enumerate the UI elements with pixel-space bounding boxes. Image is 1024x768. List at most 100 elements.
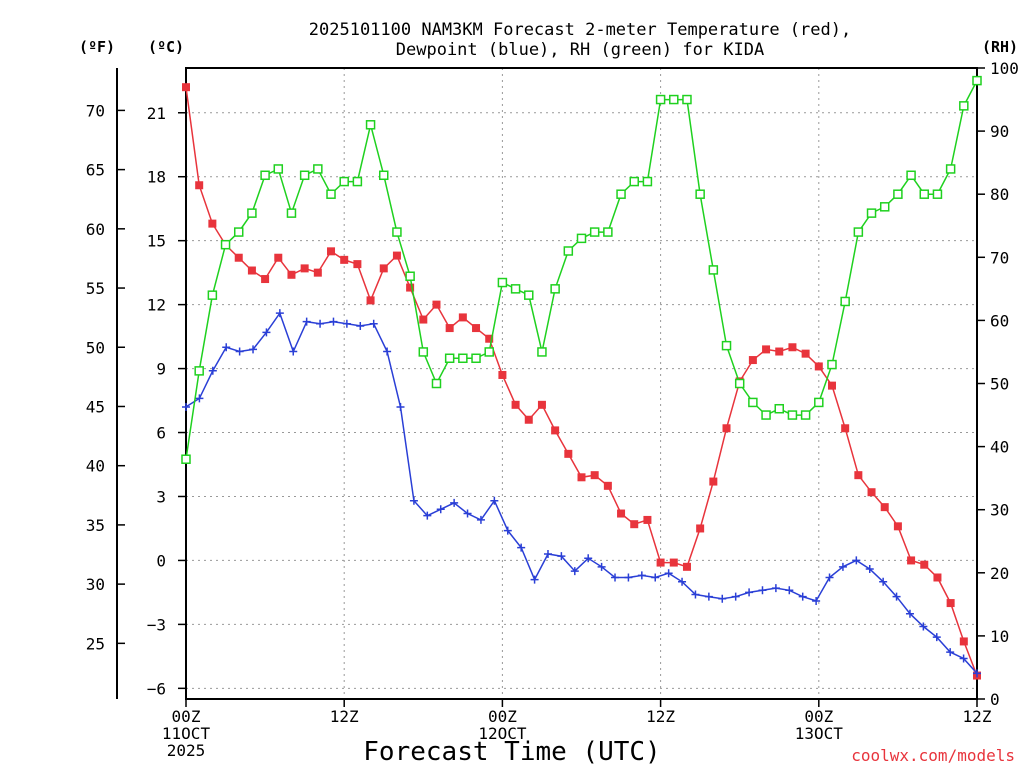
temperature-point xyxy=(801,349,810,358)
rh-point xyxy=(972,75,982,86)
temperature-point xyxy=(432,300,441,309)
dewpoint-point xyxy=(275,309,284,318)
rh-tick-label: 30 xyxy=(990,501,1009,520)
rh-point xyxy=(458,353,468,364)
dewpoint-point xyxy=(249,345,258,354)
temperature-point xyxy=(709,477,718,486)
rh-tick-label: 100 xyxy=(990,59,1019,78)
x-tick-label: 12OCT xyxy=(478,724,527,743)
dewpoint-point xyxy=(584,554,593,563)
rh-point xyxy=(734,378,745,389)
temperature-point xyxy=(590,471,599,480)
dewpoint-point xyxy=(825,573,834,582)
temperature-point xyxy=(946,599,955,608)
temperature-point xyxy=(551,426,560,435)
dewpoint-point xyxy=(490,496,499,505)
rh-point xyxy=(233,227,244,237)
rh-unit-label: (RH) xyxy=(982,38,1018,56)
celsius-unit-label: (ºC) xyxy=(148,38,184,56)
rh-point xyxy=(537,347,547,357)
temperature-point xyxy=(379,264,388,273)
fahrenheit-tick-label: 65 xyxy=(86,161,105,180)
rh-point xyxy=(497,277,508,288)
dewpoint-line xyxy=(185,311,978,674)
temperature-point xyxy=(880,503,889,512)
rh-point xyxy=(853,227,864,237)
dewpoint-point xyxy=(798,592,807,601)
dewpoint-point xyxy=(342,319,351,328)
rh-point xyxy=(827,359,837,370)
fahrenheit-tick-label: 55 xyxy=(86,279,105,298)
x-tick-label: 12Z xyxy=(963,707,992,726)
fahrenheit-tick-label: 60 xyxy=(86,220,105,239)
rh-point xyxy=(945,164,956,174)
dewpoint-point xyxy=(182,402,190,411)
x-tick-label: 00Z xyxy=(804,707,833,726)
celsius-tick-label: 21 xyxy=(147,104,166,123)
temperature-point xyxy=(893,522,902,531)
dewpoint-point xyxy=(570,567,579,576)
rh-point xyxy=(721,340,732,351)
rh-point xyxy=(748,397,758,408)
temperature-point xyxy=(867,488,876,497)
rh-point xyxy=(247,208,257,218)
dewpoint-point xyxy=(718,594,727,603)
rh-point xyxy=(840,296,850,307)
temperature-point xyxy=(827,381,836,390)
rh-point xyxy=(774,403,784,414)
dewpoint-point xyxy=(329,317,338,326)
temperature-point xyxy=(630,520,639,529)
rh-point xyxy=(326,189,336,199)
celsius-tick-label: 9 xyxy=(156,360,166,379)
temperature-point xyxy=(854,471,863,480)
dewpoint-point xyxy=(973,669,981,678)
rh-point xyxy=(708,265,719,275)
temperature-point xyxy=(182,83,190,92)
rh-point xyxy=(379,170,389,181)
celsius-tick-label: 18 xyxy=(147,168,166,187)
temperature-point xyxy=(300,264,309,273)
rh-point xyxy=(932,189,943,199)
dewpoint-point xyxy=(503,526,512,535)
temperature-point xyxy=(669,558,678,567)
rh-point xyxy=(787,410,798,420)
rh-tick-label: 40 xyxy=(990,438,1009,457)
fahrenheit-tick-label: 50 xyxy=(86,338,105,357)
rh-point xyxy=(392,227,402,237)
dewpoint-point xyxy=(597,562,606,571)
rh-point xyxy=(550,284,560,294)
rh-point xyxy=(866,208,877,218)
dewpoint-point xyxy=(905,609,914,618)
dewpoint-point xyxy=(356,321,365,330)
temperature-point xyxy=(656,558,665,567)
rh-point xyxy=(603,227,613,237)
temperature-point xyxy=(419,315,428,324)
dewpoint-point xyxy=(919,622,928,631)
temperature-point xyxy=(933,573,942,582)
temperature-point xyxy=(564,449,573,458)
celsius-tick-label: 3 xyxy=(156,487,166,506)
dewpoint-point xyxy=(865,564,874,573)
dewpoint-point xyxy=(892,592,901,601)
temperature-point xyxy=(406,283,415,292)
celsius-tick-label: −3 xyxy=(147,615,166,634)
fahrenheit-tick-label: 35 xyxy=(86,516,105,535)
temperature-point xyxy=(340,255,349,264)
temperature-point xyxy=(643,515,652,524)
dewpoint-point xyxy=(879,577,888,586)
temperature-point xyxy=(959,637,968,646)
rh-point xyxy=(524,290,534,300)
x-tick-label: 12Z xyxy=(646,707,675,726)
dewpoint-point xyxy=(838,562,847,571)
temperature-point xyxy=(907,556,916,565)
rh-point xyxy=(299,170,310,181)
dewpoint-point xyxy=(463,509,472,518)
celsius-tick-label: 0 xyxy=(156,551,166,570)
x-tick-label: 13OCT xyxy=(795,724,844,743)
rh-point xyxy=(220,239,231,250)
rh-point xyxy=(800,410,811,420)
rh-point xyxy=(616,189,626,199)
rh-point xyxy=(589,227,600,237)
